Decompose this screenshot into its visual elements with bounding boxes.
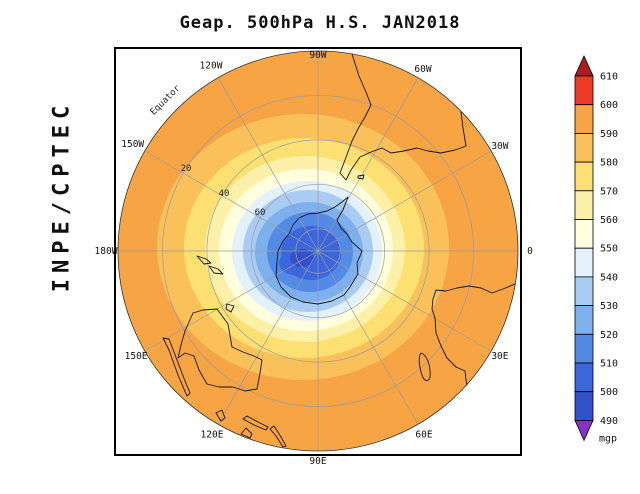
meridian-line	[317, 77, 419, 252]
colorbar-tick-490: 490	[600, 416, 618, 427]
colorbar-tick-600: 600	[600, 100, 618, 111]
lon-label-90W: 90W	[309, 50, 326, 61]
colorbar-segment	[574, 75, 594, 106]
colorbar-segment	[574, 132, 594, 163]
coastline-africa	[431, 283, 516, 386]
lat-label-40: 40	[219, 189, 230, 199]
colorbar-segment	[574, 391, 594, 421]
coastline-sumatra	[269, 425, 287, 448]
colorbar-tick-520: 520	[600, 330, 618, 341]
lon-label-60W: 60W	[414, 64, 431, 75]
lat-label-60: 60	[255, 208, 266, 218]
colorbar-tick-550: 550	[600, 244, 618, 255]
coastline-south-america	[339, 53, 467, 181]
meridian-line	[217, 250, 319, 425]
coastline-layer	[162, 53, 516, 448]
coastline-new-zealand-south	[208, 265, 224, 275]
coastline-sulawesi-tip	[215, 409, 226, 422]
colorbar-tick-580: 580	[600, 158, 618, 169]
colorbar-tick-540: 540	[600, 272, 618, 283]
meridian-line	[317, 250, 492, 352]
coastline-antarctica	[275, 196, 363, 305]
lon-label-120W: 120W	[200, 61, 223, 72]
lon-label-0: 0	[527, 246, 533, 257]
colorbar-tick-610: 610	[600, 72, 618, 83]
coastline-borneo-tip	[240, 427, 253, 439]
colorbar-tick-560: 560	[600, 215, 618, 226]
grid-layer	[117, 50, 519, 452]
colorbar-layer: 610 600 590 580 570 560 550 540 530 520 510 500 490 m…	[574, 55, 618, 444]
page-title: Geap. 500hPa H.S. JAN2018	[179, 13, 461, 33]
lat-label-20: 20	[181, 164, 192, 174]
lon-label-120E: 120E	[201, 430, 224, 441]
coastline-java	[242, 415, 269, 431]
lon-label-180W: 180W	[95, 246, 118, 257]
lon-label-30E: 30E	[491, 351, 508, 362]
lon-label-150E: 150E	[125, 351, 148, 362]
colorbar-segment	[574, 333, 594, 364]
colorbar-tick-570: 570	[600, 186, 618, 197]
colorbar-segment	[574, 276, 594, 306]
coastline-madagascar	[418, 352, 431, 381]
colorbar-arrow-down	[574, 419, 594, 442]
meridian-line	[144, 250, 319, 352]
equator-circle	[117, 50, 519, 452]
lon-label-60E: 60E	[415, 430, 432, 441]
coastline-new-guinea	[162, 337, 191, 397]
colorbar-segment	[574, 247, 594, 278]
colorbar-tick-500: 500	[600, 387, 618, 398]
colorbar-segment	[574, 362, 594, 393]
colorbar-unit-label: mgp	[599, 433, 617, 444]
colorbar-tick-590: 590	[600, 129, 618, 140]
meridian-line	[317, 250, 419, 425]
coastline-tasmania	[225, 303, 235, 313]
colorbar-segment	[574, 104, 594, 134]
meridian-line	[217, 77, 319, 252]
coastline-falkland-islands	[357, 174, 365, 180]
coastline-australia	[177, 308, 263, 392]
colorbar-tick-510: 510	[600, 359, 618, 370]
colorbar-segment	[574, 219, 594, 249]
colorbar-arrow-up	[574, 55, 594, 77]
colorbar-segment	[574, 161, 594, 192]
colorbar-segment	[574, 190, 594, 220]
lon-label-30W: 30W	[491, 141, 508, 152]
lon-label-90E: 90E	[309, 456, 326, 467]
lon-label-150W: 150W	[121, 139, 144, 150]
coastline-new-zealand-north	[196, 255, 212, 265]
colorbar-tick-530: 530	[600, 301, 618, 312]
colorbar-segment	[574, 305, 594, 335]
